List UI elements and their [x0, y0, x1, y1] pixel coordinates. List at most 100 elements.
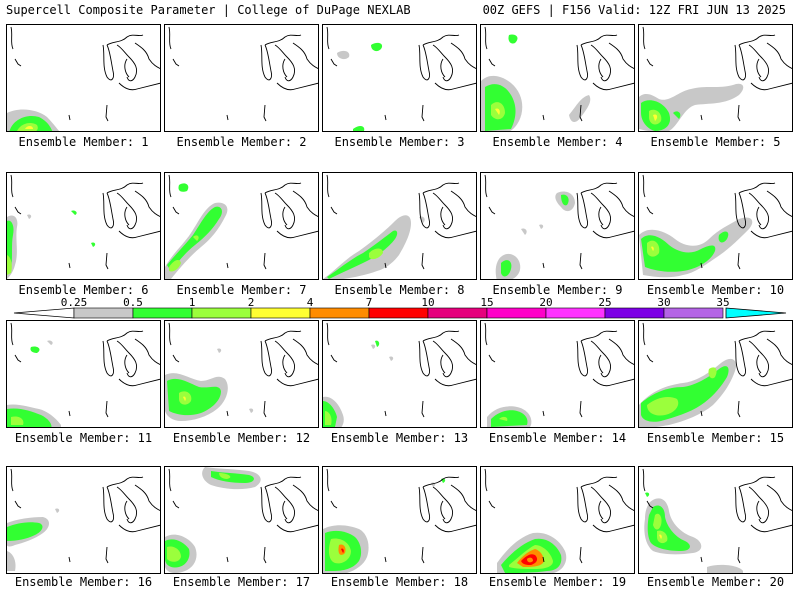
coastline-2-10 — [226, 114, 229, 121]
coastline-4-4 — [580, 34, 618, 46]
coastline-5-3 — [734, 44, 746, 81]
member-label-9: Ensemble Member: 9 — [492, 283, 623, 297]
coastline-4-5 — [590, 44, 612, 82]
coastline-1-6 — [124, 58, 130, 78]
scp-contour-16-3 — [7, 551, 16, 571]
scp-contour-20-7 — [645, 492, 650, 497]
coastline-1-7 — [134, 42, 160, 69]
coastline-2-9 — [263, 104, 267, 122]
coastline-16-7 — [134, 484, 160, 511]
coastline-1-5 — [116, 44, 138, 82]
member-map-12[interactable] — [164, 320, 319, 428]
coastline-2-7 — [292, 42, 318, 69]
scp-contour-6-3 — [7, 255, 12, 275]
colorbar-swatch-10 — [604, 307, 665, 319]
coastline-14-1 — [484, 322, 488, 346]
scp-contour-15-4 — [708, 367, 717, 379]
scp-contour-13-6 — [389, 356, 394, 361]
coastline-8-4 — [422, 182, 460, 194]
coastline-20-3 — [734, 486, 746, 523]
coastline-19-3 — [576, 486, 588, 523]
scp-contour-7-5 — [193, 235, 199, 241]
member-map-18[interactable] — [322, 466, 477, 574]
scp-contour-6-4 — [71, 210, 77, 215]
scp-contour-3-1 — [371, 42, 383, 52]
coastline-16-8 — [118, 524, 160, 533]
member-map-10[interactable] — [638, 172, 793, 280]
member-map-16[interactable] — [6, 466, 161, 574]
coastline-13-2 — [330, 354, 338, 363]
scp-contour-4-5 — [569, 95, 591, 122]
member-map-1[interactable] — [6, 24, 161, 132]
scp-contour-15-3 — [647, 397, 679, 416]
colorbar-label-7: 10 — [421, 296, 435, 309]
scp-contour-9-5 — [521, 228, 527, 235]
coastline-20-6 — [756, 500, 762, 520]
coastline-18-10 — [384, 556, 387, 563]
coastline-20-9 — [737, 546, 741, 564]
scp-contour-14-2 — [491, 410, 528, 427]
member-label-8: Ensemble Member: 8 — [334, 283, 465, 297]
coastline-14-2 — [488, 354, 496, 363]
coastline-2-2 — [172, 58, 180, 67]
colorbar-label-4: 2 — [247, 296, 255, 309]
member-map-17[interactable] — [164, 466, 319, 574]
member-map-13[interactable] — [322, 320, 477, 428]
coastline-10-9 — [737, 252, 741, 270]
colorbar-label-1: 0.25 — [60, 296, 88, 309]
coastline-7-3 — [260, 192, 272, 229]
coastline-7-7 — [292, 190, 318, 217]
coastline-9-9 — [579, 252, 583, 270]
coastline-15-7 — [766, 338, 792, 365]
member-map-11[interactable] — [6, 320, 161, 428]
member-map-3[interactable] — [322, 24, 477, 132]
scp-contour-12-2 — [167, 378, 221, 416]
member-map-4[interactable] — [480, 24, 635, 132]
coastline-20-4 — [738, 476, 776, 488]
coastline-6-9 — [105, 252, 109, 270]
coastline-13-6 — [440, 354, 446, 374]
scp-contour-9-6 — [539, 224, 544, 229]
coastline-2-5 — [274, 44, 296, 82]
member-map-15[interactable] — [638, 320, 793, 428]
coastline-9-2 — [488, 206, 496, 215]
colorbar-swatch-8 — [486, 307, 547, 319]
member-map-9[interactable] — [480, 172, 635, 280]
member-map-7[interactable] — [164, 172, 319, 280]
member-label-12: Ensemble Member: 12 — [172, 431, 311, 445]
colorbar-swatch-1 — [73, 307, 134, 319]
coastline-17-4 — [264, 476, 302, 488]
coastline-19-2 — [488, 500, 496, 509]
coastline-20-5 — [748, 486, 770, 524]
coastline-5-9 — [737, 104, 741, 122]
coastline-6-10 — [68, 262, 71, 269]
member-map-2[interactable] — [164, 24, 319, 132]
member-map-6[interactable] — [6, 172, 161, 280]
coastline-6-2 — [14, 206, 22, 215]
coastline-4-10 — [542, 114, 545, 121]
coastline-11-6 — [124, 354, 130, 374]
member-map-8[interactable] — [322, 172, 477, 280]
coastline-3-1 — [326, 26, 330, 50]
coastline-17-8 — [276, 524, 318, 533]
coastline-6-8 — [118, 230, 160, 239]
scp-contour-19-6 — [527, 557, 533, 563]
coastline-1-3 — [102, 44, 114, 81]
coastline-11-1 — [10, 322, 14, 346]
member-map-5[interactable] — [638, 24, 793, 132]
coastline-18-6 — [440, 500, 446, 520]
coastline-1-2 — [14, 58, 22, 67]
coastline-8-1 — [326, 174, 330, 198]
coastline-11-4 — [106, 330, 144, 342]
colorbar-swatch-5 — [309, 307, 370, 319]
member-map-19[interactable] — [480, 466, 635, 574]
member-label-11: Ensemble Member: 11 — [14, 431, 153, 445]
member-map-20[interactable] — [638, 466, 793, 574]
coastline-11-7 — [134, 338, 160, 365]
coastline-10-1 — [642, 174, 646, 198]
coastline-15-8 — [750, 378, 792, 387]
coastline-3-7 — [450, 42, 476, 69]
coastline-5-4 — [738, 34, 776, 46]
member-map-14[interactable] — [480, 320, 635, 428]
coastline-12-5 — [274, 340, 296, 378]
